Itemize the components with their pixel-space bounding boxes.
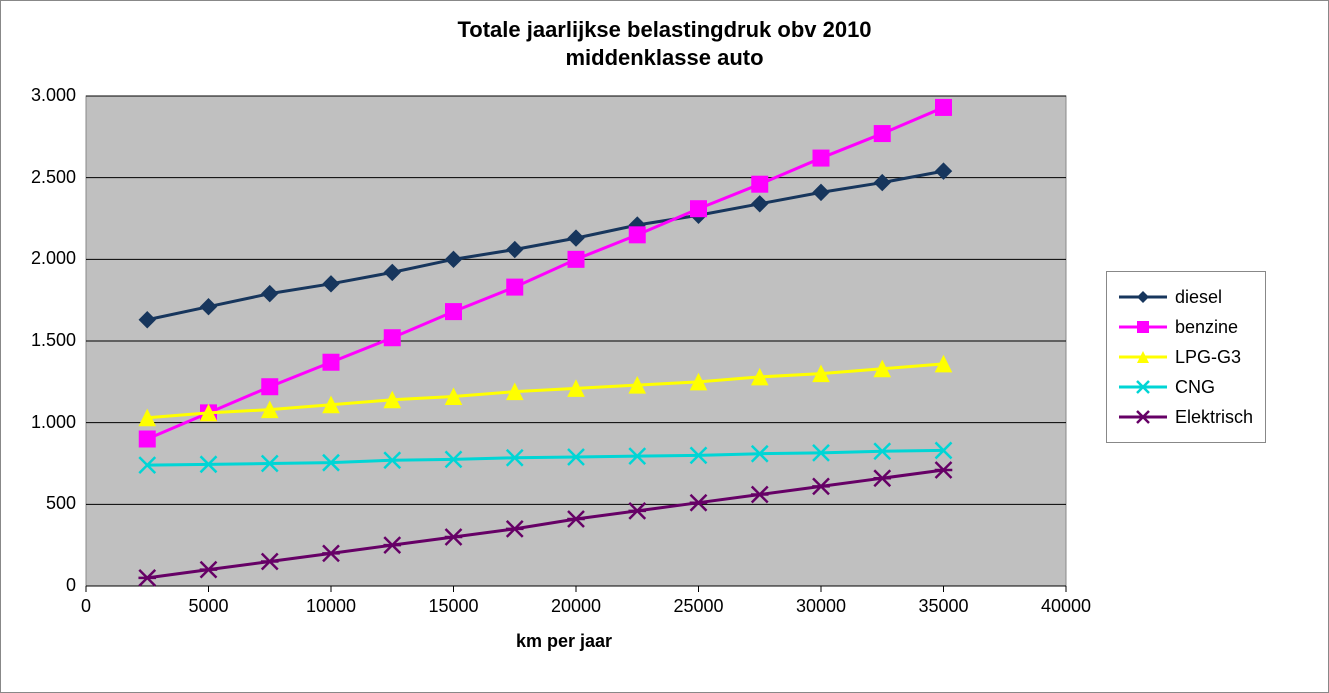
y-tick-label: 500 [46,493,76,514]
legend-swatch [1119,285,1167,309]
legend-swatch [1119,405,1167,429]
x-tick-label: 25000 [669,596,729,617]
x-axis-label: km per jaar [516,631,612,652]
x-tick-label: 35000 [914,596,974,617]
legend-swatch [1119,315,1167,339]
legend-label: Elektrisch [1175,407,1253,428]
chart-container: Totale jaarlijkse belastingdruk obv 2010… [0,0,1329,693]
legend-item: LPG-G3 [1119,342,1253,372]
y-tick-label: 2.500 [31,167,76,188]
legend-item: Elektrisch [1119,402,1253,432]
legend-swatch [1119,375,1167,399]
y-tick-label: 2.000 [31,248,76,269]
x-tick-label: 5000 [179,596,239,617]
x-tick-label: 30000 [791,596,851,617]
legend-item: CNG [1119,372,1253,402]
x-tick-label: 20000 [546,596,606,617]
chart-title: Totale jaarlijkse belastingdruk obv 2010… [1,16,1328,71]
legend: diesel benzine LPG-G3 CNG Elektrisch [1106,271,1266,443]
legend-label: diesel [1175,287,1222,308]
legend-label: CNG [1175,377,1215,398]
x-tick-label: 15000 [424,596,484,617]
y-tick-label: 0 [66,575,76,596]
legend-swatch [1119,345,1167,369]
plot-area [86,96,1066,586]
y-tick-label: 3.000 [31,85,76,106]
y-tick-label: 1.500 [31,330,76,351]
legend-label: benzine [1175,317,1238,338]
legend-item: benzine [1119,312,1253,342]
x-tick-label: 10000 [301,596,361,617]
x-tick-label: 40000 [1036,596,1096,617]
y-tick-label: 1.000 [31,412,76,433]
x-tick-label: 0 [56,596,116,617]
legend-label: LPG-G3 [1175,347,1241,368]
legend-item: diesel [1119,282,1253,312]
